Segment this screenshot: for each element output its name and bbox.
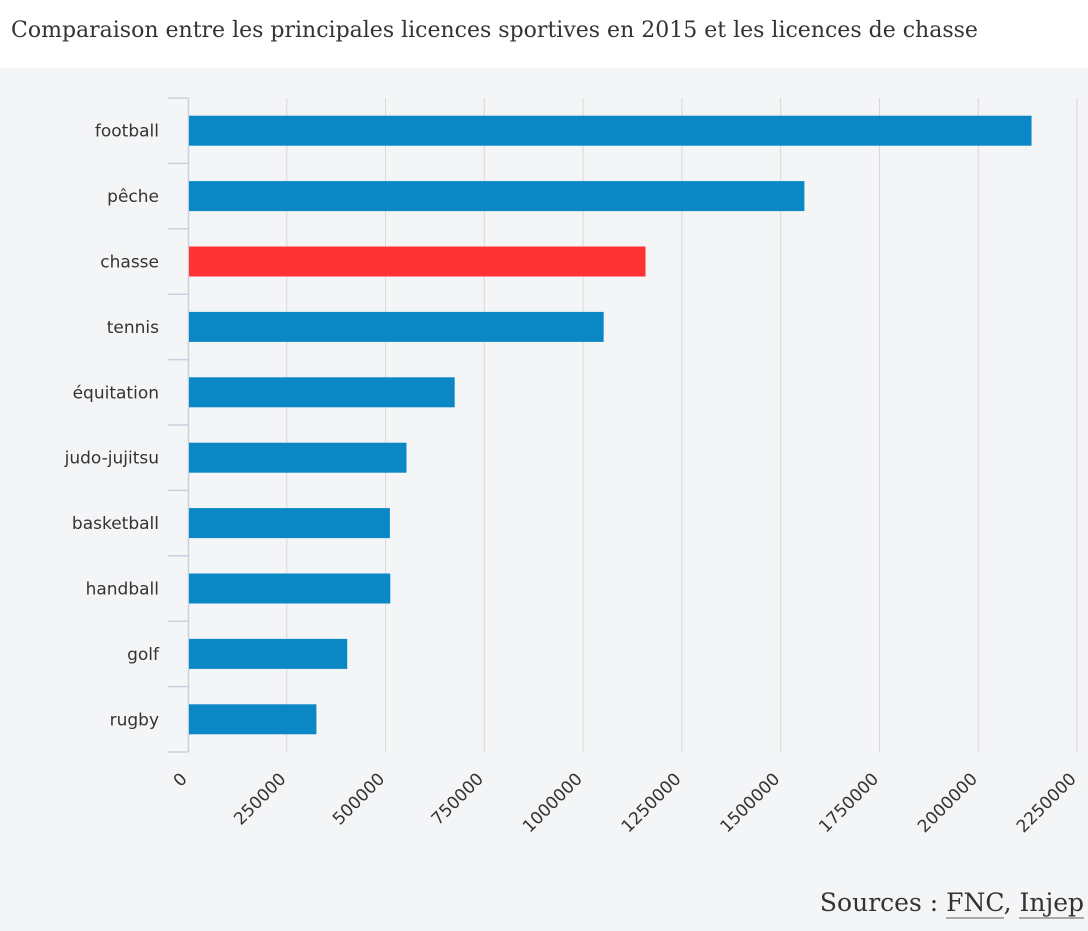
sources-line: Sources : FNC, Injep [819, 888, 1084, 919]
chart-panel: football pêche chasse tennis équitation judo-… [0, 68, 1088, 931]
bar-judo-jujitsu[interactable] [189, 442, 407, 473]
x-tick-label: 500000 [329, 769, 389, 829]
bar-handball[interactable] [189, 573, 391, 604]
bar-golf[interactable] [189, 638, 348, 669]
bar-équitation[interactable] [189, 377, 455, 408]
bar-basketball[interactable] [189, 508, 390, 539]
category-label: tennis [107, 318, 159, 338]
x-tick-label: 2250000 [1013, 769, 1081, 837]
category-label: judo-jujitsu [64, 449, 159, 469]
source-link-fnc[interactable]: FNC [946, 888, 1004, 919]
x-tick-label: 1750000 [815, 769, 883, 837]
category-label: football [95, 122, 159, 142]
chart-title: Comparaison entre les principales licenc… [11, 18, 978, 43]
x-tick-label: 250000 [230, 769, 290, 829]
category-label: rugby [110, 710, 159, 730]
x-tick-label: 2000000 [914, 769, 982, 837]
x-tick-label: 750000 [428, 769, 488, 829]
category-label: handball [86, 580, 159, 600]
bar-tennis[interactable] [189, 311, 604, 342]
source-link-injep[interactable]: Injep [1019, 888, 1084, 919]
category-label: équitation [73, 383, 159, 403]
bar-pêche[interactable] [189, 181, 805, 212]
sources-prefix: Sources : [819, 888, 947, 917]
bar-football[interactable] [189, 115, 1032, 146]
bar-chart: football pêche chasse tennis équitation judo-… [64, 97, 1081, 837]
x-tick-label: 1250000 [618, 769, 686, 837]
x-tick-label: 1500000 [717, 769, 785, 837]
sources-separator: , [1003, 888, 1020, 917]
category-label: chasse [100, 253, 159, 273]
x-tick-label: 1000000 [519, 769, 587, 837]
category-label: basketball [72, 514, 159, 534]
bar-chasse[interactable] [189, 246, 646, 277]
category-label: golf [127, 645, 160, 665]
x-tick-label: 0 [170, 769, 192, 791]
category-label: pêche [107, 187, 159, 207]
bar-rugby[interactable] [189, 704, 317, 735]
